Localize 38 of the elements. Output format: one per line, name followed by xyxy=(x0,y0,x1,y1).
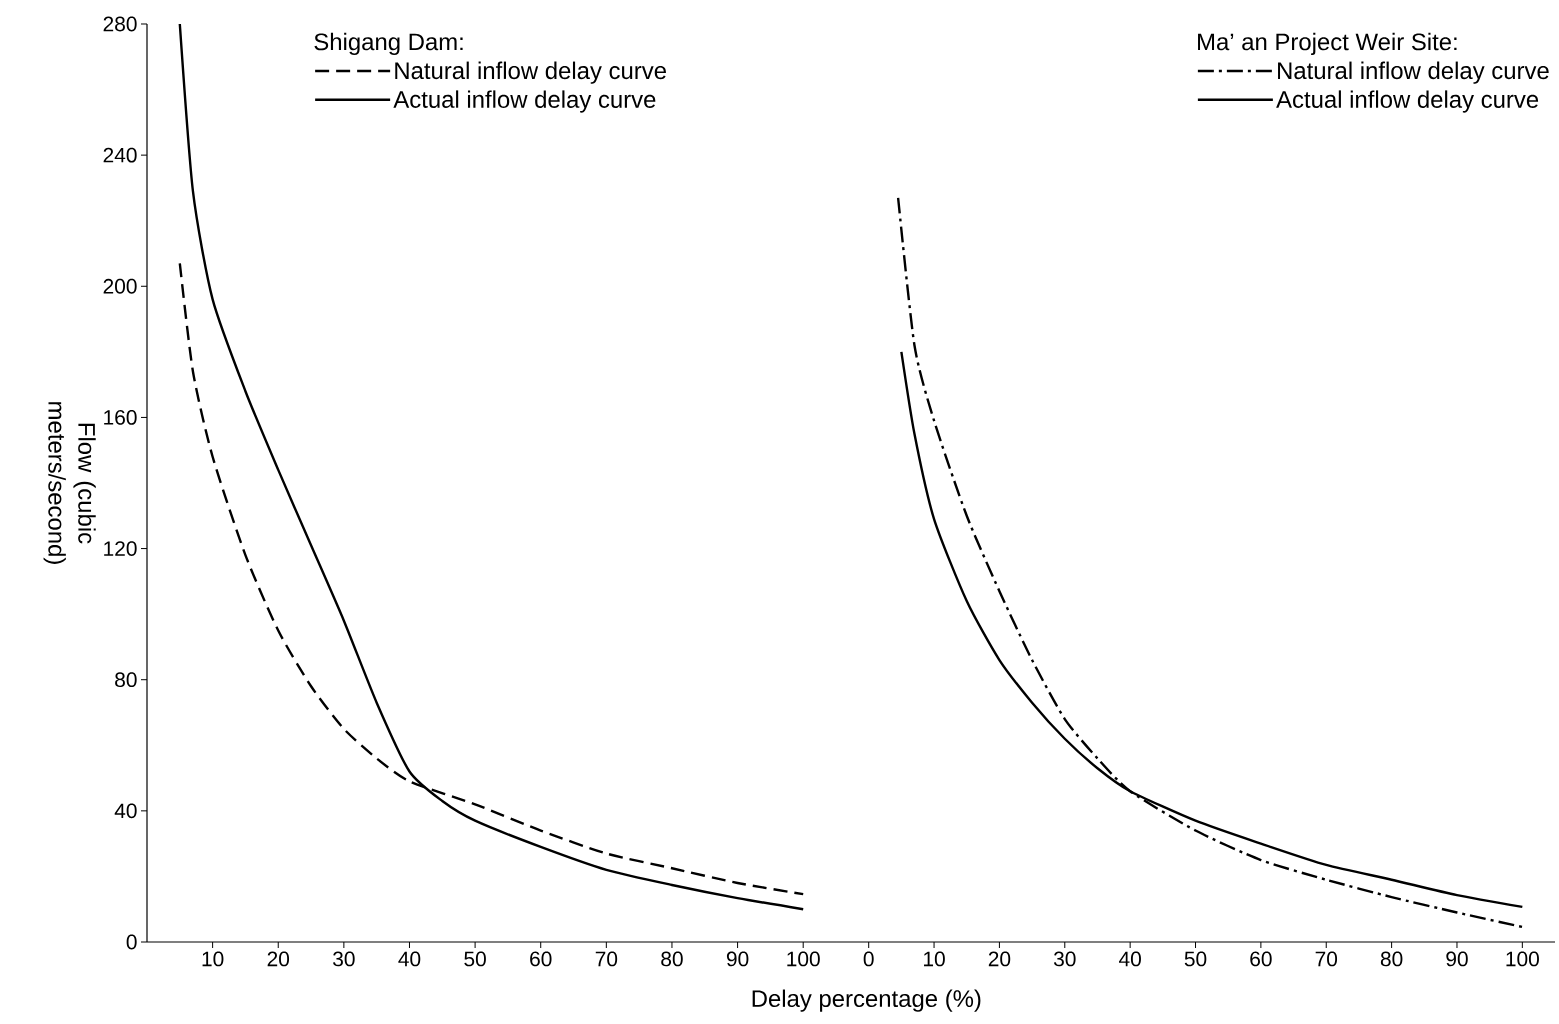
x-tick-label: 90 xyxy=(726,951,749,967)
legend-label: Natural inflow delay curve xyxy=(1278,61,1549,84)
x-tick-label: 70 xyxy=(595,951,618,967)
legend-title: Ma’ an Project Weir Site: xyxy=(1198,32,1457,56)
x-tick-label: 10 xyxy=(924,951,945,967)
x-tick-label: 70 xyxy=(1315,951,1338,967)
x-tick-label: 20 xyxy=(267,951,290,967)
x-tick-label: 100 xyxy=(1506,951,1539,967)
y-axis-title: Flow (cubic meters/second) xyxy=(43,402,96,564)
x-tick-label: 60 xyxy=(530,951,552,967)
legend-label: Actual inflow delay curve xyxy=(1276,90,1539,113)
y-tick-label: 240 xyxy=(103,147,137,163)
x-tick-label: 80 xyxy=(1380,951,1403,967)
y-tick-label: 200 xyxy=(103,278,137,294)
y-tick-label: 0 xyxy=(126,934,137,950)
x-tick-label: 80 xyxy=(661,951,683,967)
legend-label: Natural inflow delay curve xyxy=(395,61,666,84)
legend-title: Shigang Dam: xyxy=(314,32,463,56)
y-tick-label: 80 xyxy=(115,672,137,688)
x-axis-title: Delay percentage (%) xyxy=(752,989,981,1012)
x-tick-label: 100 xyxy=(787,951,820,967)
x-tick-label: 40 xyxy=(1119,951,1141,967)
x-tick-label: 30 xyxy=(1053,951,1076,967)
x-tick-label: 50 xyxy=(464,951,486,967)
x-tick-label: 50 xyxy=(1184,951,1207,967)
y-tick-label: 120 xyxy=(104,541,137,556)
legend-label: Actual inflow delay curve xyxy=(393,90,656,113)
y-tick-label: 280 xyxy=(103,16,137,32)
x-tick-label: 40 xyxy=(398,951,421,967)
x-tick-label: 60 xyxy=(1250,951,1272,967)
x-tick-label: 10 xyxy=(202,951,224,967)
x-tick-label: 20 xyxy=(988,951,1011,967)
y-tick-label: 160 xyxy=(104,410,137,425)
x-tick-label: 30 xyxy=(333,951,355,967)
y-tick-label: 40 xyxy=(114,803,137,819)
line-series xyxy=(178,22,805,911)
x-tick-label: 90 xyxy=(1446,951,1468,967)
x-tick-label: 0 xyxy=(863,951,874,967)
